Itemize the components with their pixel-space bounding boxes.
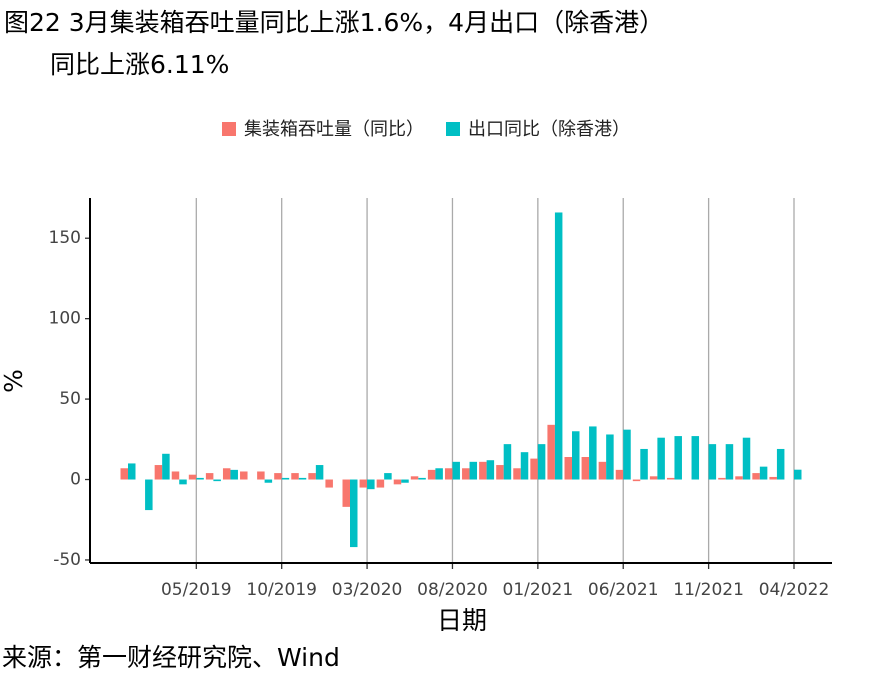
legend-label: 出口同比（除香港） <box>468 119 630 140</box>
bar <box>264 479 273 483</box>
bar <box>649 476 658 480</box>
y-tick-label: 50 <box>59 389 81 409</box>
bar <box>554 212 563 480</box>
bar <box>503 444 512 480</box>
bar <box>718 477 726 480</box>
bar <box>742 437 751 480</box>
bar <box>537 444 546 480</box>
x-tick-label: 11/2021 <box>673 580 744 600</box>
bar <box>325 479 333 488</box>
bar <box>589 426 597 480</box>
bar <box>708 444 717 480</box>
bar <box>794 469 802 480</box>
bar <box>359 479 368 488</box>
bar <box>452 461 460 480</box>
bar <box>776 448 785 480</box>
bar <box>230 469 238 480</box>
bar <box>564 457 572 480</box>
bar <box>496 465 504 480</box>
bar <box>418 477 426 480</box>
legend-label: 集装箱吞吐量（同比） <box>244 119 424 140</box>
bar <box>444 468 453 480</box>
legend-swatch <box>446 122 460 136</box>
bar <box>350 479 358 548</box>
bar <box>145 479 153 511</box>
bar <box>435 468 443 480</box>
bar <box>606 434 614 480</box>
bar <box>376 479 385 488</box>
bar <box>120 468 128 480</box>
bar <box>410 476 419 480</box>
bar <box>205 473 214 480</box>
bar <box>752 473 760 480</box>
bar <box>298 477 307 480</box>
x-tick-label: 01/2021 <box>503 580 574 600</box>
bar <box>572 431 580 480</box>
bar <box>632 479 641 482</box>
bar <box>666 477 675 480</box>
bar <box>674 436 682 480</box>
bar <box>342 479 350 507</box>
bar <box>486 460 495 480</box>
bar <box>735 476 743 480</box>
bar <box>274 473 282 480</box>
x-tick-label: 04/2022 <box>759 580 830 600</box>
x-tick-label: 08/2020 <box>417 580 488 600</box>
bar <box>213 479 221 482</box>
bar <box>393 479 402 485</box>
bar <box>308 473 316 480</box>
bar <box>462 468 470 480</box>
bar <box>315 465 324 480</box>
bar <box>547 424 555 480</box>
bar <box>281 477 290 480</box>
bar <box>188 474 197 480</box>
bar <box>623 429 631 480</box>
bar <box>581 457 590 480</box>
bar <box>257 471 265 480</box>
bar <box>427 469 436 480</box>
x-tick-label: 10/2019 <box>246 580 317 600</box>
x-tick-label: 06/2021 <box>588 580 659 600</box>
x-tick-label: 03/2020 <box>332 580 403 600</box>
y-tick-label: 0 <box>70 470 81 490</box>
chart-title: 图22 3月集装箱吞吐量同比上涨1.6%，4月出口（除香港） <box>4 8 664 37</box>
bar <box>520 452 529 480</box>
bar <box>530 458 538 480</box>
bar <box>384 473 392 480</box>
bar <box>291 473 299 480</box>
bar <box>222 468 231 480</box>
bar <box>179 479 187 485</box>
bar <box>725 444 734 480</box>
bar <box>401 479 409 483</box>
x-tick-label: 05/2019 <box>161 580 232 600</box>
bar <box>162 453 170 480</box>
y-tick-label: -50 <box>53 550 81 570</box>
y-axis-label: % <box>0 369 28 393</box>
bar <box>479 461 487 480</box>
bar <box>367 479 375 490</box>
chart-title: 同比上涨6.11% <box>50 50 229 79</box>
bar <box>598 461 607 480</box>
bar <box>759 466 768 480</box>
bar <box>769 476 777 480</box>
source: 来源：第一财经研究院、Wind <box>2 643 340 672</box>
bar <box>513 468 521 480</box>
y-tick-label: 100 <box>49 309 81 329</box>
bar <box>171 471 180 480</box>
bar <box>240 471 248 480</box>
bar <box>128 463 136 480</box>
bar <box>196 477 204 480</box>
x-axis-label: 日期 <box>437 606 487 635</box>
bar <box>691 436 700 480</box>
bar <box>154 465 163 480</box>
bar <box>615 469 624 480</box>
bar <box>640 448 648 480</box>
bar <box>657 437 665 480</box>
bar <box>469 461 478 480</box>
y-tick-label: 150 <box>49 228 81 248</box>
legend-swatch <box>222 122 236 136</box>
